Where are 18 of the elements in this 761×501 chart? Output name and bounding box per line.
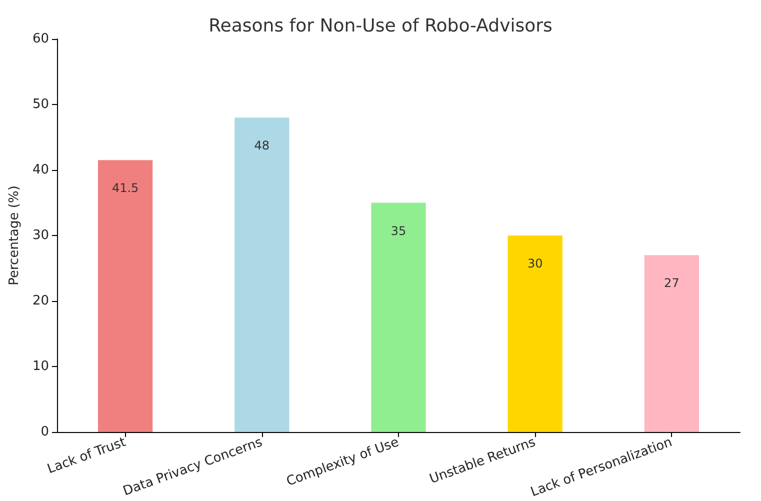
y-axis-title: Percentage (%) [7,186,22,286]
y-tick-label: 10 [32,359,49,374]
y-tick-label: 50 [32,97,49,112]
bar [234,118,290,432]
data-label: 41.5 [112,181,139,196]
y-tick-label: 60 [32,32,49,46]
y-tick-label: 40 [32,162,49,178]
y-tick-label: 30 [32,228,49,243]
data-label: 30 [527,256,543,270]
y-tick-label: 20 [32,294,49,308]
chart-title: Reasons for Non-Use of Robo-Advisors [208,16,552,36]
bar [371,202,426,432]
data-label: 48 [254,138,270,153]
bar [508,236,562,432]
bar [644,255,700,432]
data-label: 27 [664,276,680,290]
data-label: 35 [390,224,406,238]
bar [98,160,153,432]
